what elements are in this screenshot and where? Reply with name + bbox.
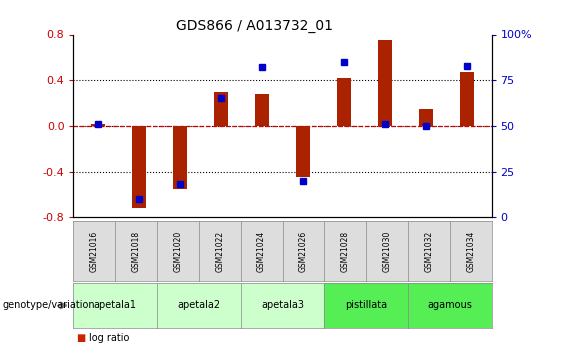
Text: GSM21016: GSM21016 bbox=[90, 230, 99, 272]
Text: GSM21028: GSM21028 bbox=[341, 230, 350, 272]
Bar bbox=[460, 72, 474, 126]
Text: GSM21022: GSM21022 bbox=[215, 230, 224, 272]
Bar bbox=[214, 92, 228, 126]
Bar bbox=[337, 78, 351, 126]
Text: GSM21034: GSM21034 bbox=[466, 230, 475, 272]
Text: GSM21030: GSM21030 bbox=[383, 230, 392, 272]
Bar bbox=[419, 109, 433, 126]
Bar bbox=[255, 94, 269, 126]
Text: GSM21020: GSM21020 bbox=[173, 230, 182, 272]
Text: agamous: agamous bbox=[427, 300, 472, 310]
Text: apetala3: apetala3 bbox=[261, 300, 304, 310]
Text: apetala2: apetala2 bbox=[177, 300, 220, 310]
Text: GSM21032: GSM21032 bbox=[424, 230, 433, 272]
Text: ■: ■ bbox=[76, 333, 85, 343]
Text: GSM21026: GSM21026 bbox=[299, 230, 308, 272]
Text: GDS866 / A013732_01: GDS866 / A013732_01 bbox=[176, 19, 333, 33]
Text: GSM21018: GSM21018 bbox=[132, 230, 141, 272]
Text: GSM21024: GSM21024 bbox=[257, 230, 266, 272]
Text: pistillata: pistillata bbox=[345, 300, 387, 310]
Bar bbox=[132, 126, 146, 208]
Bar bbox=[296, 126, 310, 177]
Bar bbox=[173, 126, 187, 189]
Bar bbox=[91, 124, 105, 126]
Text: log ratio: log ratio bbox=[89, 333, 129, 343]
Text: genotype/variation: genotype/variation bbox=[3, 300, 95, 310]
Text: apetala1: apetala1 bbox=[94, 300, 137, 310]
Bar bbox=[378, 40, 392, 126]
